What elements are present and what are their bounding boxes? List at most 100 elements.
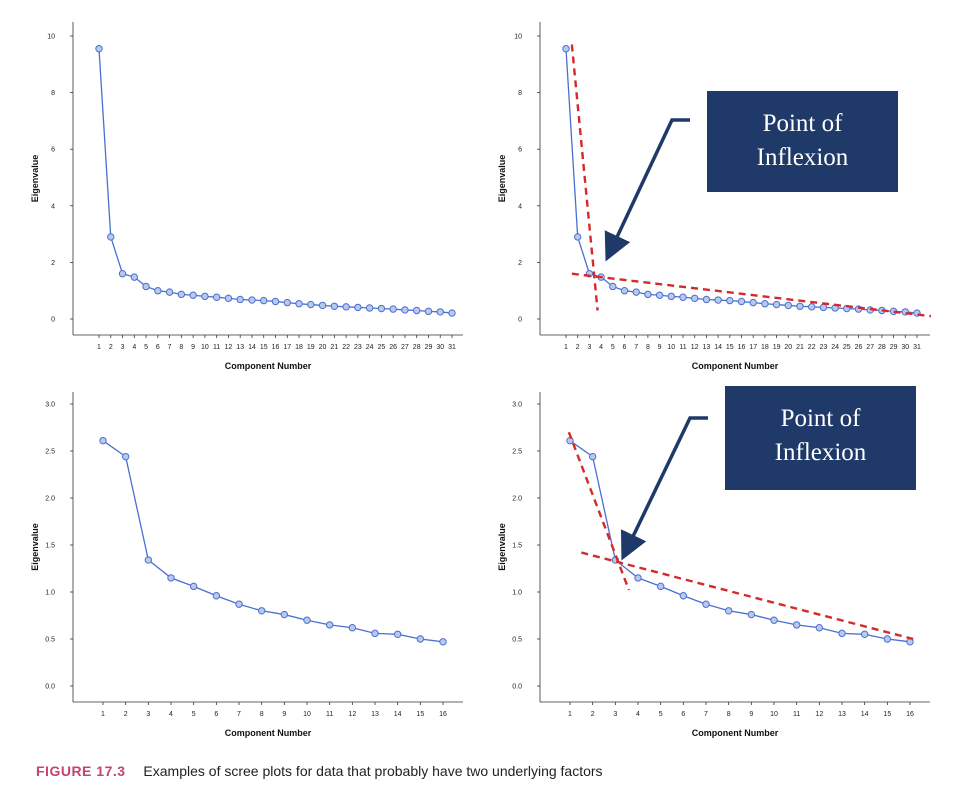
x-tick-label: 9	[749, 711, 753, 718]
x-tick-label: 20	[784, 344, 792, 351]
x-tick-label: 14	[394, 711, 402, 718]
data-point	[448, 309, 456, 317]
data-point	[574, 233, 582, 241]
x-tick-label: 15	[416, 711, 424, 718]
x-tick-label: 21	[330, 344, 338, 351]
x-tick-label: 25	[378, 344, 386, 351]
x-tick-label: 2	[124, 711, 128, 718]
series-line	[102, 440, 444, 643]
x-tick-label: 5	[192, 711, 196, 718]
x-tick-label: 16	[272, 344, 280, 351]
y-tick-label: 2.5	[512, 449, 522, 456]
x-tick-label: 2	[591, 711, 595, 718]
x-tick-label: 15	[260, 344, 268, 351]
data-point	[189, 291, 197, 299]
x-tick-label: 4	[599, 344, 603, 351]
x-tick-label: 13	[703, 344, 711, 351]
x-axis-label: Component Number	[225, 361, 312, 371]
data-point	[177, 290, 186, 299]
y-tick-label: 4	[51, 203, 55, 210]
trend-line-dashed	[581, 551, 918, 642]
data-point	[588, 452, 597, 461]
y-tick-label: 0.5	[512, 637, 522, 644]
data-point	[815, 624, 824, 632]
inflexion-arrow	[604, 118, 690, 262]
data-point	[562, 45, 570, 53]
data-point	[248, 296, 256, 304]
data-point	[632, 288, 640, 296]
data-point	[165, 288, 174, 296]
x-tick-label: 11	[213, 344, 220, 351]
x-tick-label: 6	[214, 711, 218, 718]
data-point	[726, 296, 734, 305]
data-point	[201, 292, 209, 301]
x-tick-label: 12	[225, 344, 233, 351]
x-tick-label: 4	[132, 344, 136, 351]
y-tick-label: 2.0	[45, 496, 55, 503]
data-point	[737, 297, 746, 306]
x-tick-label: 9	[658, 344, 662, 351]
inflexion-callout-text: Point of	[763, 110, 844, 137]
x-tick-label: 7	[237, 711, 241, 718]
data-point	[167, 574, 175, 582]
x-tick-label: 6	[623, 344, 627, 351]
data-point	[416, 635, 425, 643]
data-point	[883, 635, 892, 643]
x-tick-label: 2	[109, 344, 113, 351]
x-tick-label: 19	[773, 344, 781, 351]
data-point	[236, 295, 244, 304]
data-point	[838, 629, 846, 638]
data-point	[212, 592, 221, 600]
data-point	[808, 303, 816, 311]
data-point	[413, 306, 421, 315]
x-tick-label: 8	[646, 344, 650, 351]
data-point	[342, 303, 350, 311]
data-point	[303, 616, 311, 624]
data-point	[271, 297, 280, 306]
data-point	[283, 298, 291, 307]
inflexion-callout-text: Inflexion	[775, 439, 867, 466]
data-point	[747, 610, 756, 619]
series-line	[569, 440, 911, 643]
data-point	[307, 300, 315, 309]
x-tick-label: 1	[564, 344, 568, 351]
scree-plot-bottom-right-annotated: 0.00.51.01.52.02.53.01 2 3 4 5 6 7 8 9 10 11 12 13 14…	[497, 386, 930, 738]
data-point	[679, 293, 687, 301]
x-tick-label: 11	[793, 711, 800, 718]
x-tick-label: 14	[861, 711, 869, 718]
y-tick-label: 0.0	[45, 684, 55, 691]
x-tick-label: 28	[878, 344, 886, 351]
x-tick-label: 12	[815, 711, 823, 718]
x-tick-label: 12	[691, 344, 699, 351]
y-axis-label: Eigenvalue	[30, 155, 40, 203]
x-tick-label: 4	[636, 711, 640, 718]
data-point	[424, 307, 433, 316]
figure-label: FIGURE 17.3	[36, 763, 126, 779]
x-tick-label: 1	[97, 344, 101, 351]
x-tick-label: 15	[883, 711, 891, 718]
x-axis-label: Component Number	[225, 728, 312, 738]
x-tick-label: 9	[282, 711, 286, 718]
x-tick-label: 1	[568, 711, 572, 718]
scree-plot-bottom-left: 0.00.51.01.52.02.53.01 2 3 4 5 6 7 8 9 10 11 12 13 14…	[30, 392, 463, 738]
x-tick-label: 3	[146, 711, 150, 718]
data-point	[634, 574, 642, 582]
x-tick-label: 17	[283, 344, 291, 351]
x-tick-label: 3	[121, 344, 125, 351]
data-point	[371, 629, 379, 638]
y-tick-label: 3.0	[45, 402, 55, 409]
data-point	[257, 607, 266, 615]
x-tick-label: 6	[156, 344, 160, 351]
y-tick-label: 2.0	[512, 496, 522, 503]
data-point	[330, 302, 339, 310]
x-tick-label: 16	[906, 711, 914, 718]
x-tick-label: 7	[168, 344, 172, 351]
x-tick-label: 31	[448, 344, 456, 351]
y-axis-label: Eigenvalue	[497, 523, 507, 571]
trend-line-dashed	[567, 431, 631, 591]
x-axis-label: Component Number	[692, 728, 779, 738]
x-tick-label: 31	[913, 344, 921, 351]
data-point	[212, 293, 221, 301]
